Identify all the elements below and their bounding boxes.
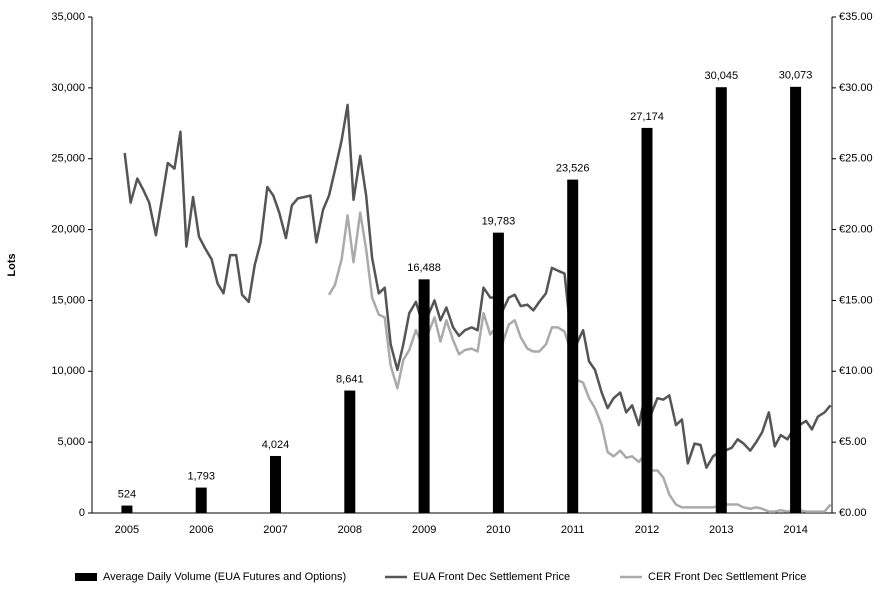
bar xyxy=(270,455,282,513)
data-label: 524 xyxy=(118,488,136,500)
y2-tick-label: €5.00 xyxy=(839,436,867,448)
line xyxy=(327,211,832,513)
data-label: 1,793 xyxy=(187,470,215,482)
data-label: 8,641 xyxy=(336,373,364,385)
bar xyxy=(790,86,802,513)
line xyxy=(123,103,832,469)
legend-label: EUA Front Dec Settlement Price xyxy=(413,571,570,583)
y2-tick-label: €30.00 xyxy=(839,82,873,94)
data-label: 23,526 xyxy=(556,163,590,175)
x-tick-label: 2005 xyxy=(115,524,139,536)
bar xyxy=(195,487,207,513)
x-tick-label: 2010 xyxy=(486,524,510,536)
data-label: 30,045 xyxy=(704,70,738,82)
y2-tick-label: €15.00 xyxy=(839,294,873,306)
y2-tick-label: €0.00 xyxy=(839,507,867,519)
y-tick-label: 30,000 xyxy=(51,82,85,94)
bar xyxy=(567,179,579,513)
bar xyxy=(641,127,653,513)
x-tick-label: 2006 xyxy=(189,524,213,536)
y-axis-label: Lots xyxy=(6,253,18,276)
data-label: 30,073 xyxy=(779,70,813,82)
x-tick-label: 2011 xyxy=(561,524,585,536)
y-tick-label: 5,000 xyxy=(57,436,85,448)
y2-tick-label: €25.00 xyxy=(839,153,873,165)
x-tick-label: 2007 xyxy=(263,524,287,536)
x-tick-label: 2014 xyxy=(783,524,807,536)
x-tick-label: 2009 xyxy=(412,524,436,536)
x-tick-label: 2008 xyxy=(338,524,362,536)
bar xyxy=(344,390,356,513)
x-tick-label: 2013 xyxy=(709,524,733,536)
y-tick-label: 10,000 xyxy=(51,365,85,377)
bar xyxy=(418,279,430,513)
y-tick-label: 0 xyxy=(79,507,85,519)
y-tick-label: 35,000 xyxy=(51,11,85,23)
bar xyxy=(715,87,727,514)
y-tick-label: 15,000 xyxy=(51,294,85,306)
legend-label: Average Daily Volume (EUA Futures and Op… xyxy=(103,571,346,583)
y2-tick-label: €10.00 xyxy=(839,365,873,377)
data-label: 19,783 xyxy=(482,216,516,228)
data-label: 16,488 xyxy=(407,262,441,274)
y-tick-label: 25,000 xyxy=(51,153,85,165)
y-tick-label: 20,000 xyxy=(51,223,85,235)
data-label: 4,024 xyxy=(262,439,290,451)
legend-swatch xyxy=(75,573,97,581)
x-tick-label: 2012 xyxy=(635,524,659,536)
y2-tick-label: €35.00 xyxy=(839,11,873,23)
bar xyxy=(121,505,133,513)
data-label: 27,174 xyxy=(630,111,664,123)
legend-label: CER Front Dec Settlement Price xyxy=(648,571,806,583)
bar xyxy=(492,232,504,514)
y2-tick-label: €20.00 xyxy=(839,223,873,235)
